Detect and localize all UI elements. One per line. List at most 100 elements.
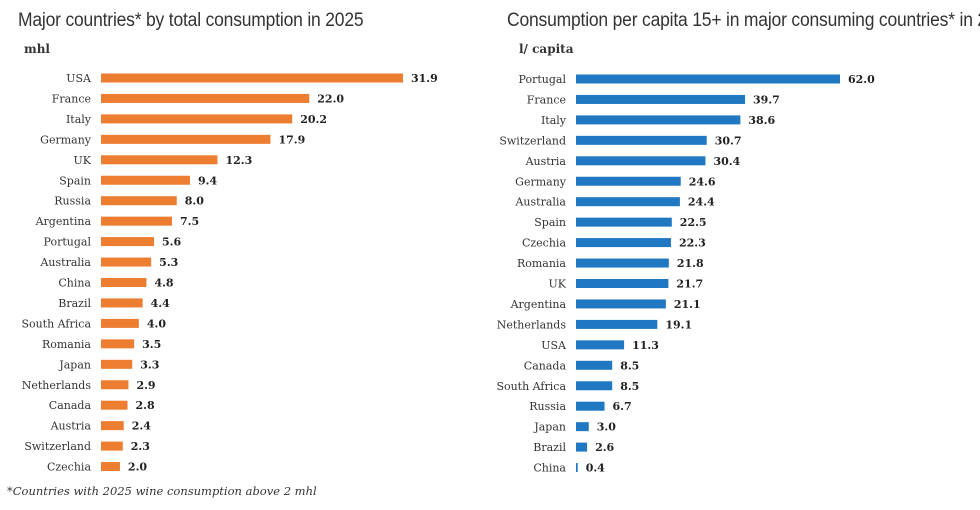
category-label-south-africa: South Africa (496, 380, 566, 393)
category-label-russia: Russia (529, 400, 566, 413)
bar-netherlands (101, 380, 129, 390)
category-label-spain: Spain (534, 216, 566, 229)
bar-czechia (101, 462, 120, 472)
per-capita-consumption-chart: Consumption per capita 15+ in major cons… (490, 0, 980, 480)
per-capita-consumption-plot: Portugal 62.0 France 39.7 Italy 38.6 Switzerla… (496, 73, 875, 475)
bar-china (101, 278, 147, 287)
value-label-switzerland: 2.3 (131, 440, 150, 453)
category-label-austria: Austria (50, 420, 92, 433)
value-label-portugal: 5.6 (162, 236, 181, 249)
bar-netherlands (576, 319, 658, 329)
bar-argentina (101, 216, 173, 226)
bar-uk (576, 279, 669, 288)
value-label-netherlands: 2.9 (136, 379, 155, 392)
bar-australia (576, 197, 680, 207)
bar-argentina (576, 299, 666, 309)
value-label-brazil: 2.6 (595, 441, 614, 454)
category-label-brazil: Brazil (533, 441, 566, 454)
bar-italy (576, 115, 741, 125)
category-label-russia: Russia (54, 195, 91, 208)
category-label-canada: Canada (49, 399, 92, 412)
bar-south-africa (101, 318, 139, 328)
unit-label: mhl (24, 42, 50, 56)
value-label-brazil: 4.4 (151, 297, 170, 310)
category-label-czechia: Czechia (522, 237, 566, 250)
chart-title: Consumption per capita 15+ in major cons… (507, 10, 980, 31)
value-label-italy: 20.2 (300, 113, 327, 126)
bar-canada (576, 360, 613, 370)
value-label-south-africa: 4.0 (147, 317, 166, 330)
value-label-uk: 21.7 (676, 278, 703, 291)
category-label-italy: Italy (541, 114, 567, 127)
value-label-russia: 8.0 (185, 195, 204, 208)
value-label-canada: 2.8 (136, 399, 155, 412)
value-label-france: 22.0 (317, 92, 344, 105)
bar-usa (101, 73, 403, 83)
value-label-south-africa: 8.5 (620, 380, 639, 393)
category-label-netherlands: Netherlands (497, 318, 567, 331)
category-label-usa: USA (541, 339, 567, 352)
category-label-canada: Canada (524, 359, 567, 372)
category-label-brazil: Brazil (58, 297, 91, 310)
category-label-portugal: Portugal (519, 73, 567, 86)
bar-italy (101, 114, 293, 124)
bar-portugal (101, 237, 155, 247)
bar-switzerland (101, 441, 123, 451)
category-label-germany: Germany (40, 133, 92, 146)
bar-japan (101, 359, 133, 369)
bar-czechia (576, 238, 671, 248)
value-label-argentina: 21.1 (674, 298, 701, 311)
category-label-japan: Japan (533, 421, 566, 434)
value-label-austria: 2.4 (132, 420, 151, 433)
bar-brazil (101, 298, 143, 308)
category-label-germany: Germany (515, 175, 567, 188)
bar-austria (101, 421, 124, 431)
value-label-uk: 12.3 (225, 154, 252, 167)
category-label-japan: Japan (58, 358, 91, 371)
total-consumption-chart: Major countries* by total consumption in… (0, 0, 490, 480)
category-label-portugal: Portugal (44, 236, 92, 249)
value-label-australia: 24.4 (688, 196, 715, 209)
value-label-spain: 9.4 (198, 174, 217, 187)
value-label-usa: 11.3 (632, 339, 659, 352)
value-label-canada: 8.5 (620, 359, 639, 372)
bar-france (576, 94, 746, 104)
category-label-switzerland: Switzerland (24, 440, 91, 453)
bar-russia (101, 196, 177, 206)
category-label-argentina: Argentina (510, 298, 567, 311)
category-label-netherlands: Netherlands (22, 379, 92, 392)
total-consumption-plot: USA 31.9 France 22.0 Italy 20.2 Germany 17.9 UK 1… (21, 72, 438, 474)
bar-switzerland (576, 135, 707, 145)
value-label-czechia: 2.0 (128, 461, 147, 474)
bar-brazil (576, 442, 588, 452)
bar-austria (576, 156, 706, 166)
value-label-czechia: 22.3 (679, 237, 706, 250)
value-label-argentina: 7.5 (180, 215, 199, 228)
bar-spain (576, 217, 672, 227)
bar-portugal (576, 74, 840, 84)
bar-canada (101, 400, 128, 410)
value-label-china: 4.8 (154, 277, 173, 290)
category-label-china: China (533, 462, 566, 475)
bar-usa (576, 340, 625, 350)
value-label-italy: 38.6 (748, 114, 775, 127)
value-label-spain: 22.5 (680, 216, 707, 229)
value-label-russia: 6.7 (613, 400, 632, 413)
bar-japan (576, 422, 589, 432)
bar-romania (576, 258, 669, 268)
category-label-switzerland: Switzerland (499, 134, 566, 147)
value-label-usa: 31.9 (411, 72, 438, 85)
bar-russia (576, 401, 605, 411)
category-label-argentina: Argentina (35, 215, 92, 228)
value-label-china: 0.4 (586, 462, 605, 475)
category-label-uk: UK (549, 278, 567, 291)
bar-france (101, 93, 310, 103)
value-label-japan: 3.3 (140, 358, 159, 371)
footnote: *Countries with 2025 wine consumption ab… (7, 484, 317, 498)
category-label-romania: Romania (517, 257, 566, 270)
value-label-austria: 30.4 (713, 155, 740, 168)
value-label-romania: 3.5 (142, 338, 161, 351)
category-label-austria: Austria (525, 155, 567, 168)
value-label-switzerland: 30.7 (715, 134, 742, 147)
bar-germany (576, 176, 681, 186)
